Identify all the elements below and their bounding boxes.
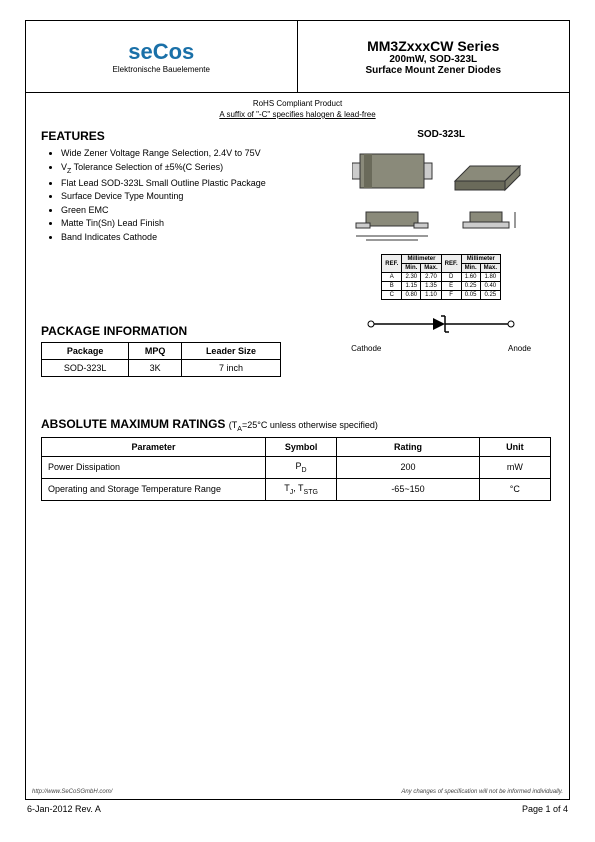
dim-subheader: Max. — [421, 264, 441, 273]
abs-header: Symbol — [265, 438, 336, 457]
dim-cell: 2.30 — [402, 273, 421, 282]
page-footer: 6-Jan-2012 Rev. A Page 1 of 4 — [25, 804, 570, 814]
rohs-suffix: A suffix of "-C" specifies halogen & lea… — [26, 110, 569, 119]
dim-cell: 1.60 — [461, 273, 480, 282]
header: seCos Elektronische Bauelemente MM3ZxxxC… — [26, 21, 569, 93]
logo-text: seCos — [128, 39, 194, 65]
dim-subheader: Min. — [402, 264, 421, 273]
abs-max-table: Parameter Symbol Rating Unit Power Dissi… — [41, 437, 551, 501]
package-end-view-icon — [445, 206, 530, 246]
title-block: MM3ZxxxCW Series 200mW, SOD-323L Surface… — [298, 21, 570, 92]
pkg-cell: 7 inch — [181, 360, 280, 377]
feature-item: Wide Zener Voltage Range Selection, 2.4V… — [61, 147, 328, 161]
footer-disclaimer: Any changes of specification will not be… — [401, 789, 563, 795]
abs-header: Parameter — [42, 438, 266, 457]
abs-cell: mW — [479, 457, 550, 479]
dim-cell: 1.80 — [480, 273, 500, 282]
logo-block: seCos Elektronische Bauelemente — [26, 21, 298, 92]
package-drawing — [328, 146, 554, 246]
dim-cell: 1.10 — [421, 291, 441, 300]
diode-symbol: Cathode Anode — [328, 314, 554, 353]
dim-cell: 1.15 — [402, 282, 421, 291]
abs-max-title-text: ABSOLUTE MAXIMUM RATINGS — [41, 417, 225, 431]
package-info-title: PACKAGE INFORMATION — [41, 324, 328, 338]
dim-cell: E — [441, 282, 461, 291]
dim-header: REF. — [441, 255, 461, 273]
package-3d-view-icon — [445, 146, 530, 198]
abs-cell: PD — [265, 457, 336, 479]
zener-diode-icon — [351, 314, 531, 342]
dimension-table: REF. Millimeter REF. Millimeter Min. Max… — [381, 254, 501, 300]
package-top-view-icon — [352, 146, 437, 198]
feature-item: Band Indicates Cathode — [61, 231, 328, 245]
package-info-table: Package MPQ Leader Size SOD-323L 3K 7 in… — [41, 342, 281, 377]
feature-item: Green EMC — [61, 204, 328, 218]
pkg-cell: 3K — [129, 360, 182, 377]
abs-cell: -65~150 — [337, 478, 480, 500]
dim-cell: 0.80 — [402, 291, 421, 300]
sod-label: SOD-323L — [328, 129, 554, 140]
abs-cell: °C — [479, 478, 550, 500]
dim-cell: C — [382, 291, 402, 300]
abs-header: Rating — [337, 438, 480, 457]
abs-cell: TJ, TSTG — [265, 478, 336, 500]
cathode-label: Cathode — [351, 344, 381, 353]
dim-cell: 1.35 — [421, 282, 441, 291]
abs-header: Unit — [479, 438, 550, 457]
dim-subheader: Min. — [461, 264, 480, 273]
footer-date-rev: 6-Jan-2012 Rev. A — [27, 804, 101, 814]
abs-cell: Operating and Storage Temperature Range — [42, 478, 266, 500]
rohs-line: RoHS Compliant Product — [26, 99, 569, 108]
features-list: Wide Zener Voltage Range Selection, 2.4V… — [61, 147, 328, 244]
series-sub2: Surface Mount Zener Diodes — [365, 65, 501, 76]
footer-url: http://www.SeCoSGmbH.com/ — [32, 789, 112, 795]
dim-header: Millimeter — [461, 255, 500, 264]
package-side-view-icon — [352, 206, 437, 246]
logo-subtitle: Elektronische Bauelemente — [113, 65, 210, 74]
abs-max-title: ABSOLUTE MAXIMUM RATINGS (TA=25°C unless… — [41, 417, 569, 433]
pkg-header: Package — [42, 343, 129, 360]
abs-cell: Power Dissipation — [42, 457, 266, 479]
pkg-header: Leader Size — [181, 343, 280, 360]
dim-cell: 0.25 — [461, 282, 480, 291]
dim-header: REF. — [382, 255, 402, 273]
dim-cell: 2.70 — [421, 273, 441, 282]
dim-cell: B — [382, 282, 402, 291]
abs-max-condition: (TA=25°C unless otherwise specified) — [229, 420, 378, 430]
dim-subheader: Max. — [480, 264, 500, 273]
dim-cell: 0.40 — [480, 282, 500, 291]
dim-cell: D — [441, 273, 461, 282]
feature-item: VZ Tolerance Selection of ±5%(C Series) — [61, 161, 328, 177]
dim-header: Millimeter — [402, 255, 441, 264]
pkg-cell: SOD-323L — [42, 360, 129, 377]
dim-cell: F — [441, 291, 461, 300]
feature-item: Flat Lead SOD-323L Small Outline Plastic… — [61, 177, 328, 191]
series-sub1: 200mW, SOD-323L — [389, 54, 477, 65]
pkg-header: MPQ — [129, 343, 182, 360]
anode-label: Anode — [508, 344, 531, 353]
dim-cell: 0.25 — [480, 291, 500, 300]
series-title: MM3ZxxxCW Series — [367, 38, 499, 54]
feature-item: Matte Tin(Sn) Lead Finish — [61, 217, 328, 231]
abs-cell: 200 — [337, 457, 480, 479]
feature-item: Surface Device Type Mounting — [61, 190, 328, 204]
footer-page: Page 1 of 4 — [522, 804, 568, 814]
features-title: FEATURES — [41, 129, 328, 143]
dim-cell: A — [382, 273, 402, 282]
dim-cell: 0.05 — [461, 291, 480, 300]
